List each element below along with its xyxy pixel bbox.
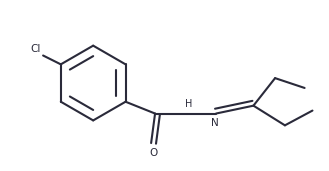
Text: O: O	[149, 148, 157, 158]
Text: N: N	[211, 118, 219, 128]
Text: Cl: Cl	[30, 44, 40, 54]
Text: H: H	[185, 99, 192, 109]
